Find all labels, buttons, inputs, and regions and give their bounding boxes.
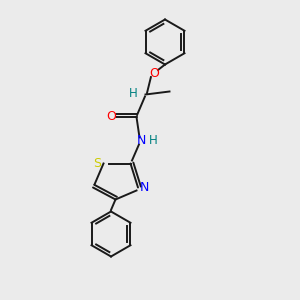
Text: O: O (150, 67, 159, 80)
Text: O: O (106, 110, 116, 124)
Text: N: N (140, 181, 149, 194)
Text: N: N (136, 134, 146, 148)
Text: S: S (93, 157, 101, 170)
Text: H: H (128, 86, 137, 100)
Text: H: H (149, 134, 158, 148)
